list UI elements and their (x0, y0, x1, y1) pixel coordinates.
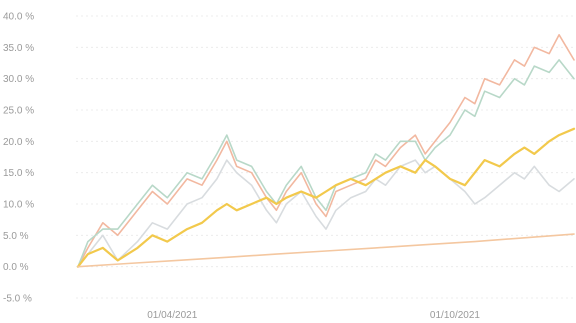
y-tick-label: 5.0 % (3, 231, 29, 242)
x-tick-label: 01/04/2021 (147, 310, 197, 321)
y-tick-label: 35.0 % (3, 43, 34, 54)
series-line (76, 127, 576, 268)
y-tick-label: 0.0 % (3, 262, 29, 273)
y-tick-label: -5.0 % (3, 294, 32, 305)
y-axis-labels: 40.0 % 35.0 % 30.0 % 25.0 % 20.0 % 15.0 % 10.0… (3, 12, 34, 305)
series-line (77, 233, 575, 268)
y-tick-label: 15.0 % (3, 168, 34, 179)
y-tick-label: 20.0 % (3, 137, 34, 148)
y-tick-label: 25.0 % (3, 106, 34, 117)
y-tick-label: 40.0 % (3, 12, 34, 23)
x-tick-label: 01/10/2021 (430, 310, 480, 321)
series-line (77, 34, 575, 268)
x-axis-labels: 01/04/2021 01/10/2021 (147, 310, 480, 321)
gridlines (76, 15, 574, 299)
series-line (77, 159, 575, 268)
series-layer (76, 34, 576, 268)
y-tick-label: 30.0 % (3, 74, 34, 85)
y-tick-label: 10.0 % (3, 200, 34, 211)
